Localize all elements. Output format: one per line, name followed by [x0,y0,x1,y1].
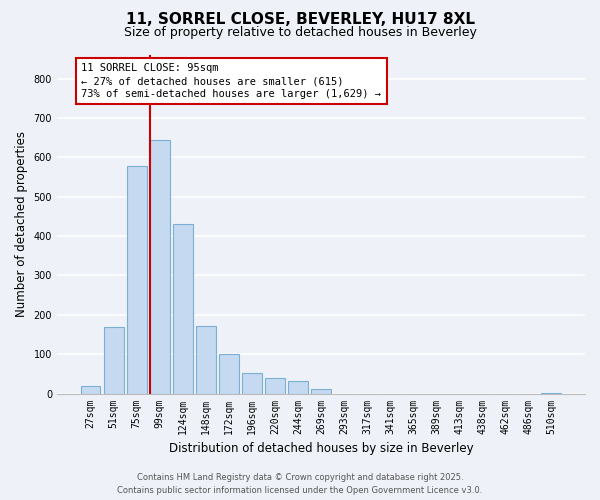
Bar [311,389,331,394]
Text: Contains HM Land Registry data © Crown copyright and database right 2025.
Contai: Contains HM Land Registry data © Crown c… [118,474,482,495]
Bar [173,224,193,394]
Bar [150,140,170,394]
Bar [242,374,262,394]
Bar [127,166,146,394]
Bar [288,380,308,394]
Y-axis label: Number of detached properties: Number of detached properties [15,132,28,318]
Bar [104,328,124,394]
Bar [265,378,284,394]
Text: Size of property relative to detached houses in Beverley: Size of property relative to detached ho… [124,26,476,39]
Text: 11 SORREL CLOSE: 95sqm
← 27% of detached houses are smaller (615)
73% of semi-de: 11 SORREL CLOSE: 95sqm ← 27% of detached… [82,63,382,100]
Bar [196,326,215,394]
Bar [81,386,100,394]
Text: 11, SORREL CLOSE, BEVERLEY, HU17 8XL: 11, SORREL CLOSE, BEVERLEY, HU17 8XL [125,12,475,28]
Bar [541,393,561,394]
Bar [219,354,239,394]
X-axis label: Distribution of detached houses by size in Beverley: Distribution of detached houses by size … [169,442,473,455]
